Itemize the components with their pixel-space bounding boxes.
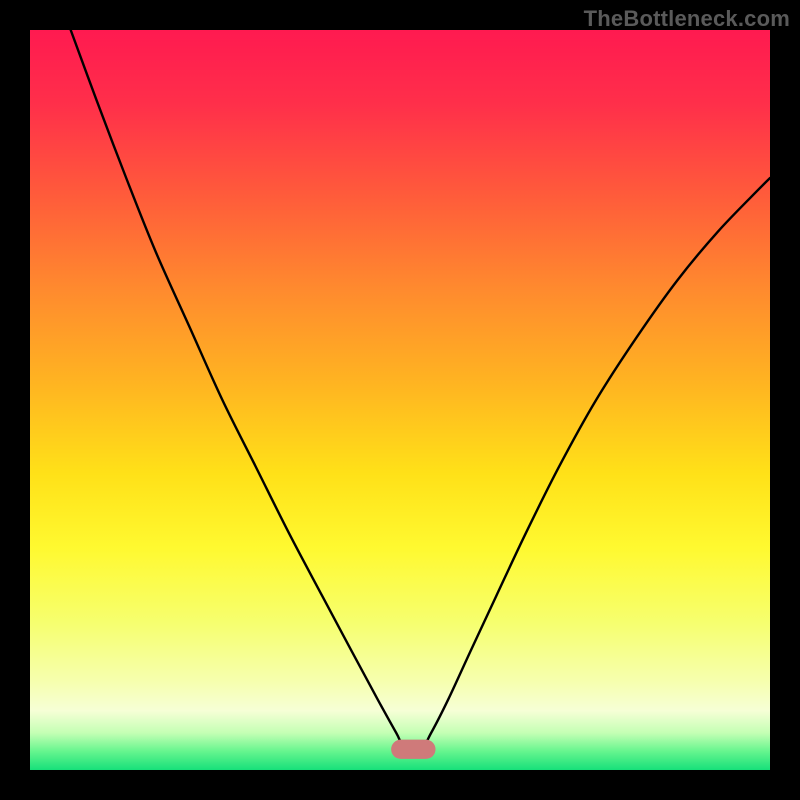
plot-background xyxy=(30,30,770,770)
bottleneck-marker xyxy=(391,740,435,759)
bottleneck-chart xyxy=(0,0,800,800)
watermark-text: TheBottleneck.com xyxy=(584,6,790,32)
outer-frame: TheBottleneck.com xyxy=(0,0,800,800)
